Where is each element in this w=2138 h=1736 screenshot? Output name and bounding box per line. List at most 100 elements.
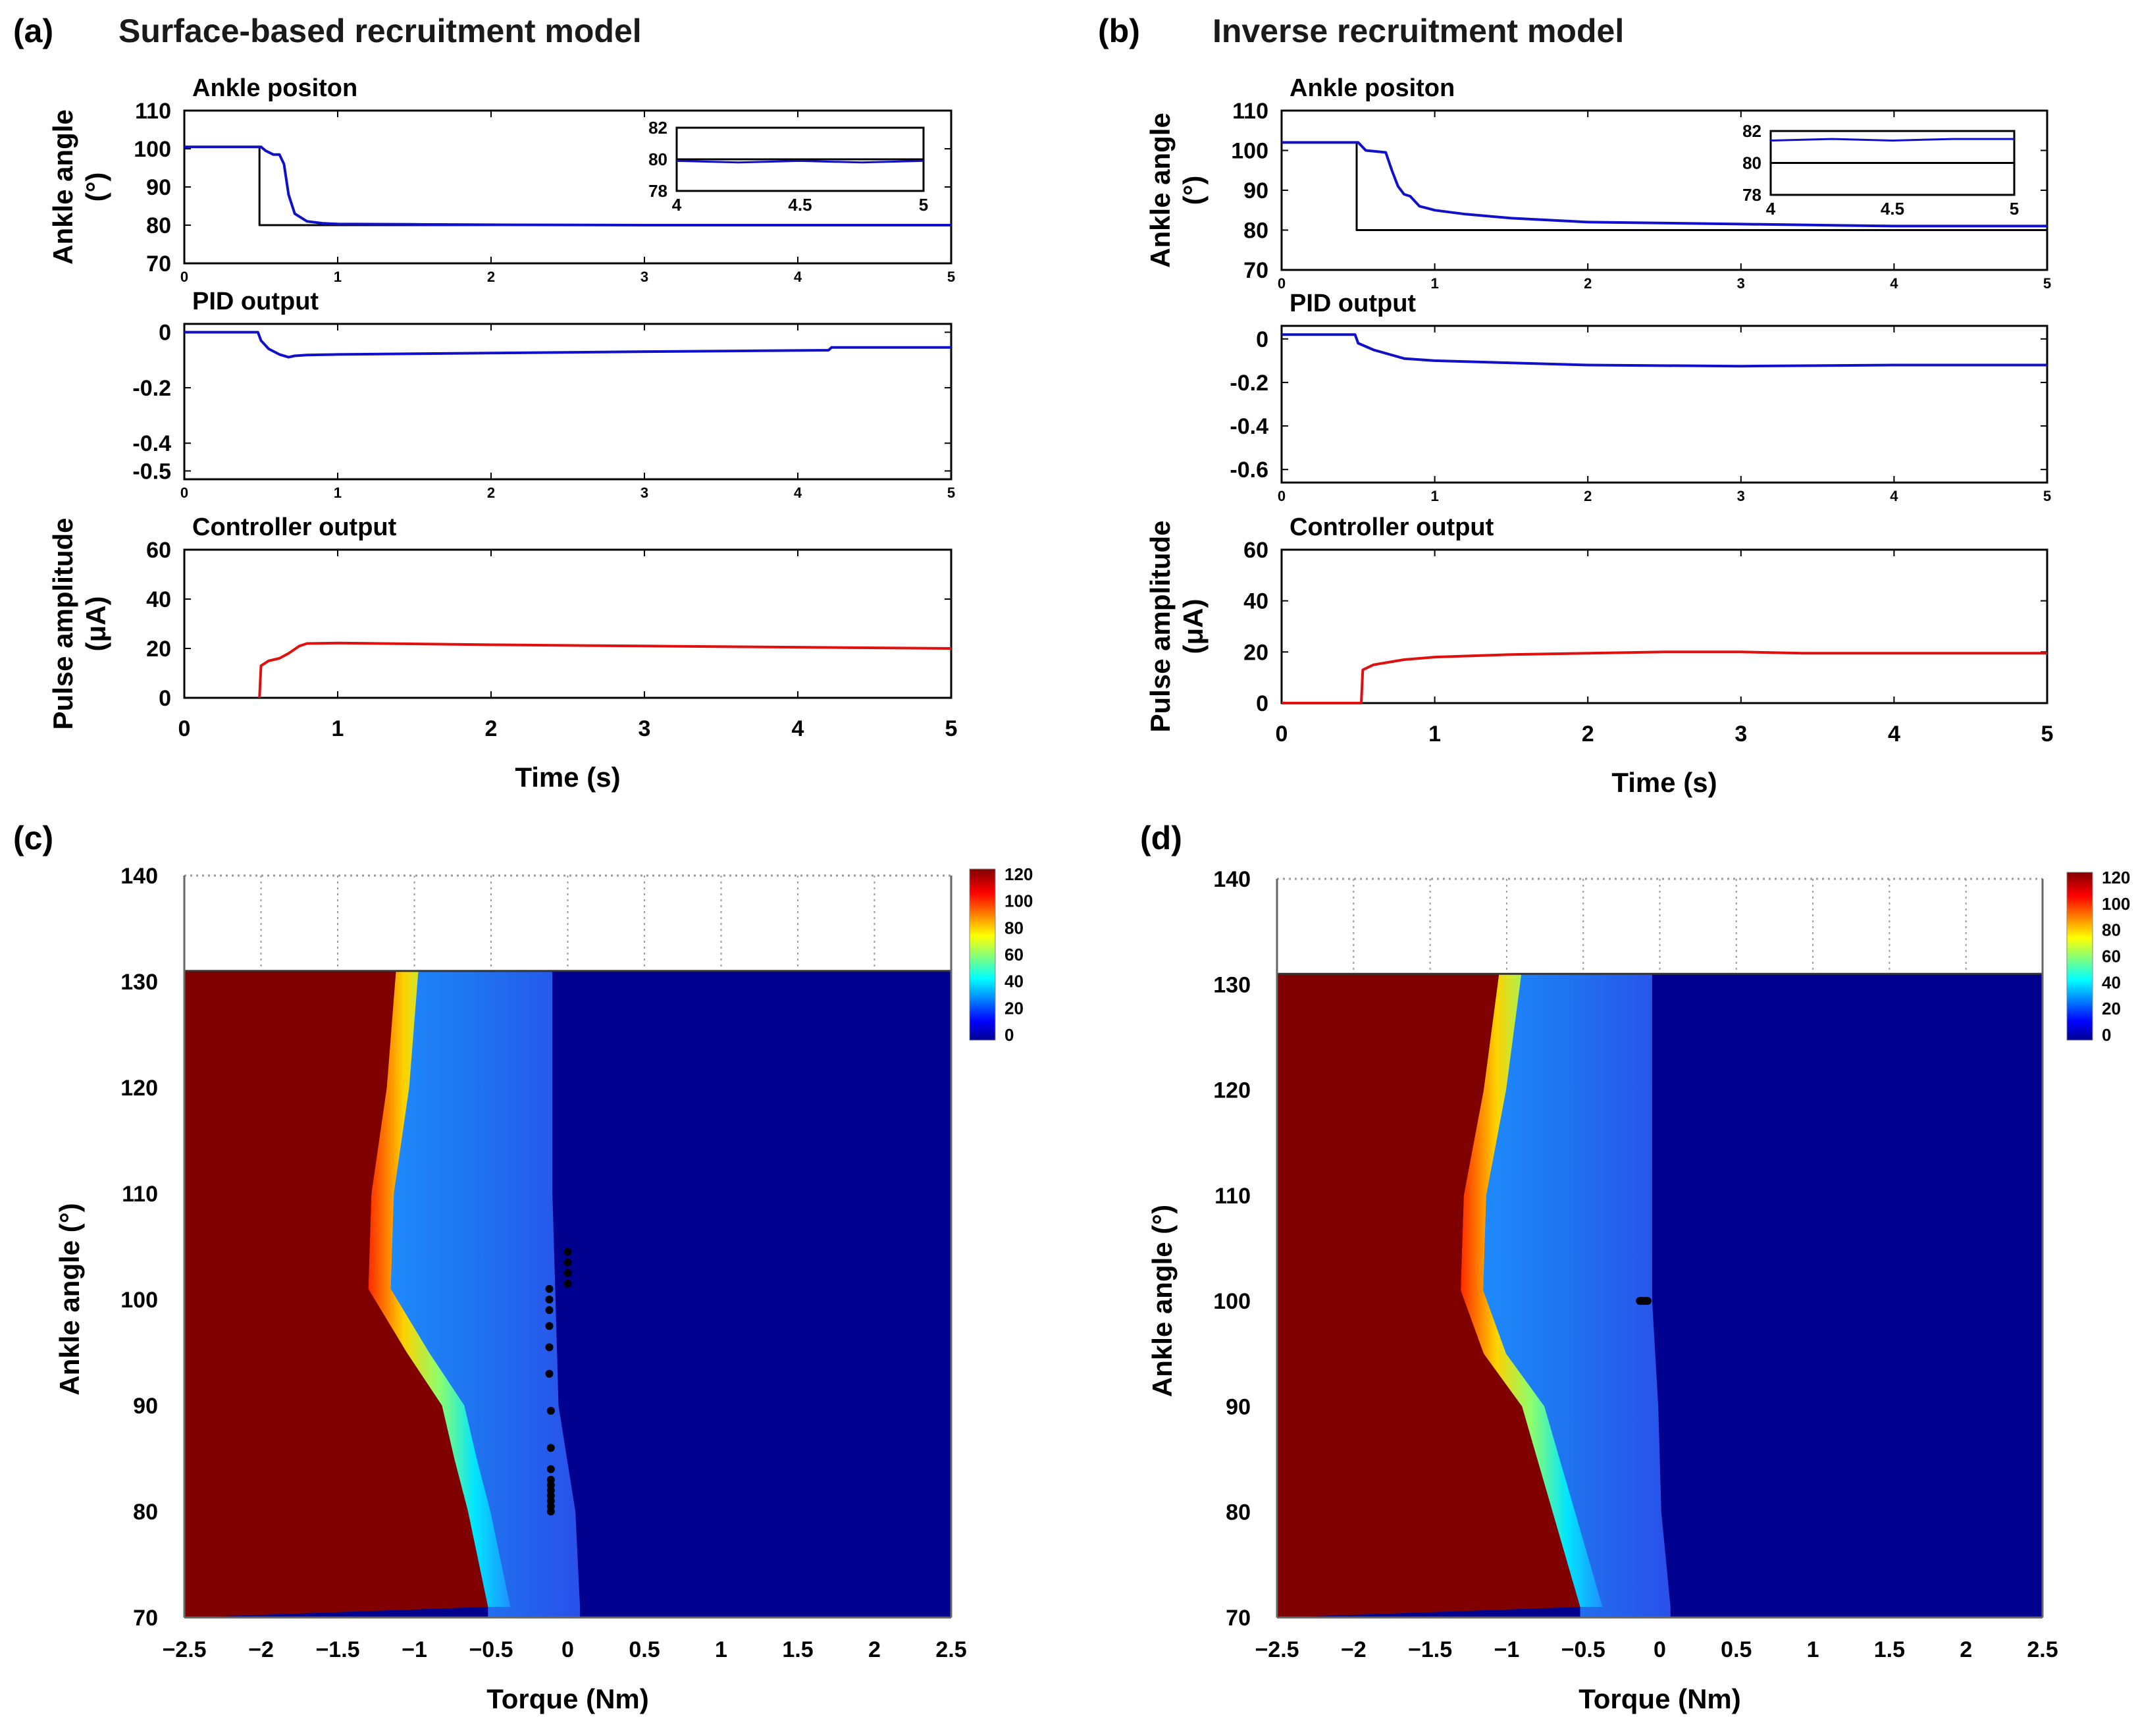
panel-label-d: (d) xyxy=(1140,820,1182,856)
x-tick-label: 2 xyxy=(868,1637,881,1662)
heatmap-high-region xyxy=(184,970,488,1618)
x-tick-label: −2.5 xyxy=(1255,1637,1299,1662)
y-tick-label: 110 xyxy=(1214,1184,1251,1209)
y-axis-label-unit: (μA) xyxy=(80,596,111,652)
x-tick-label: −0.5 xyxy=(1561,1637,1605,1662)
inset-x-tick-label: 4.5 xyxy=(788,195,812,215)
x-tick-label: 1.5 xyxy=(1874,1637,1905,1662)
y-tick-label: 140 xyxy=(120,864,158,889)
plot-frame xyxy=(1280,548,2048,704)
y-tick-label: 60 xyxy=(146,538,171,563)
subplot-title: PID output xyxy=(192,288,319,315)
inset-series-measured xyxy=(1770,138,2014,142)
subplot-title: Controller output xyxy=(192,513,397,541)
subplot-a3: Controller output 0 1 2 3 4 5 0 20 40 60 Pulse ampl… xyxy=(47,513,957,793)
x-tick-label: 2 xyxy=(487,269,495,285)
x-tick-label: 1 xyxy=(1807,1637,1819,1662)
colorbar-tick-label: 60 xyxy=(1004,945,1024,964)
y-axis-label-unit: (°) xyxy=(1178,176,1209,205)
y-tick-label: 90 xyxy=(1226,1394,1251,1419)
y-tick-label: 80 xyxy=(146,213,171,238)
x-tick-label: 1 xyxy=(1428,722,1441,747)
plot-frame xyxy=(183,323,952,481)
inset-y-tick-label: 80 xyxy=(1742,153,1761,173)
x-tick-label: 3 xyxy=(640,485,648,501)
y-tick-label: 100 xyxy=(134,137,171,162)
colorbar xyxy=(2066,872,2093,1041)
y-tick-label: -0.6 xyxy=(1230,458,1268,483)
y-tick-label: 120 xyxy=(1213,1078,1251,1103)
x-tick-label: −1 xyxy=(402,1637,427,1662)
colorbar-tick-label: 20 xyxy=(2102,999,2121,1018)
x-tick-label: −2 xyxy=(248,1637,274,1662)
inset-a1: 78 80 82 4 4.5 5 xyxy=(648,118,928,215)
y-tick-label: 20 xyxy=(146,637,171,662)
x-tick-label: 3 xyxy=(1737,488,1745,504)
x-tick-label: 4 xyxy=(1890,488,1898,504)
subplot-a1: Ankle positon 0 1 2 3 4 5 70 80 90 100 110 Ankle ang… xyxy=(47,74,955,285)
series-controller xyxy=(1282,650,2047,704)
subplot-title: Ankle positon xyxy=(1290,74,1455,102)
x-tick-label: 5 xyxy=(2043,488,2051,504)
inset-y-tick-label: 80 xyxy=(648,149,667,169)
y-tick-label: 100 xyxy=(120,1288,158,1313)
colorbar-tick-label: 100 xyxy=(1004,891,1033,911)
series-pid xyxy=(184,330,951,359)
subplot-title: PID output xyxy=(1290,290,1416,317)
y-tick-label: 70 xyxy=(146,251,171,276)
y-axis-label: Ankle angle xyxy=(47,109,78,265)
colorbar-tick-label: 80 xyxy=(1004,918,1024,937)
y-tick-label: 80 xyxy=(1243,219,1268,244)
x-tick-label: 5 xyxy=(947,485,955,501)
subplot-title: Controller output xyxy=(1290,513,1494,541)
inset-x-tick-label: 5 xyxy=(2010,199,2019,219)
colorbar-tick-label: 80 xyxy=(2102,920,2121,940)
x-tick-label: 0.5 xyxy=(1721,1637,1752,1662)
trajectory-point xyxy=(546,1465,555,1473)
inset-x-tick-label: 4 xyxy=(672,195,682,215)
x-tick-label: 4 xyxy=(1888,722,1900,747)
y-tick-label: 0 xyxy=(159,321,171,346)
y-tick-label: 80 xyxy=(1226,1500,1251,1525)
x-tick-label: 4 xyxy=(794,485,802,501)
heatmap-mid-region xyxy=(368,970,581,1618)
y-tick-label: 110 xyxy=(1232,99,1268,124)
y-tick-label: 90 xyxy=(146,175,171,200)
x-tick-label: 3 xyxy=(1734,722,1747,747)
x-tick-label: 3 xyxy=(640,269,648,285)
trajectory-point xyxy=(545,1343,554,1352)
y-tick-label: 0 xyxy=(1256,327,1268,352)
inset-y-tick-label: 82 xyxy=(648,118,667,138)
y-tick-label: 40 xyxy=(146,587,171,612)
y-axis-label: Pulse amplitude xyxy=(1145,520,1176,732)
y-tick-label: 120 xyxy=(120,1076,158,1101)
x-tick-label: 2 xyxy=(485,716,498,741)
colorbar-tick-label: 120 xyxy=(1004,864,1033,884)
plot-frame xyxy=(1280,325,2048,484)
x-tick-label: 0 xyxy=(180,269,188,285)
x-tick-label: 0 xyxy=(1278,275,1286,292)
plot-frame xyxy=(183,548,952,699)
x-tick-label: 1 xyxy=(332,716,344,741)
trajectory-point xyxy=(563,1279,572,1288)
heatmap-d: −2.5 −2 −1.5 −1 −0.5 0 0.5 1 1.5 2 2.5 70 80 90 100 110… xyxy=(1147,867,2130,1714)
x-tick-label: 2.5 xyxy=(935,1637,966,1662)
inset-b1: 78 80 82 4 4.5 5 xyxy=(1742,121,2019,219)
y-tick-label: -0.2 xyxy=(1230,371,1268,396)
panel-label-a: (a) xyxy=(13,13,53,49)
y-tick-label: 0 xyxy=(1256,691,1268,716)
x-tick-label: 0 xyxy=(561,1637,574,1662)
y-tick-label: 100 xyxy=(1231,139,1268,164)
heatmap-c: −2.5 −2 −1.5 −1 −0.5 0 0.5 1 1.5 2 2.5 70 80 90 100 110… xyxy=(54,864,1033,1714)
trajectory-point xyxy=(546,1508,555,1515)
subplot-title: Ankle positon xyxy=(192,74,357,102)
colorbar-tick-label: 100 xyxy=(2102,894,2130,914)
heatmap-mid-region xyxy=(1461,974,1671,1618)
heatmap-transition-band xyxy=(368,970,511,1607)
x-axis-label: Torque (Nm) xyxy=(486,1683,649,1714)
trajectory-point xyxy=(1643,1297,1652,1305)
x-tick-label: 2 xyxy=(1584,275,1592,292)
y-tick-label: 70 xyxy=(1226,1606,1251,1631)
y-axis-label-unit: (μA) xyxy=(1178,599,1209,654)
